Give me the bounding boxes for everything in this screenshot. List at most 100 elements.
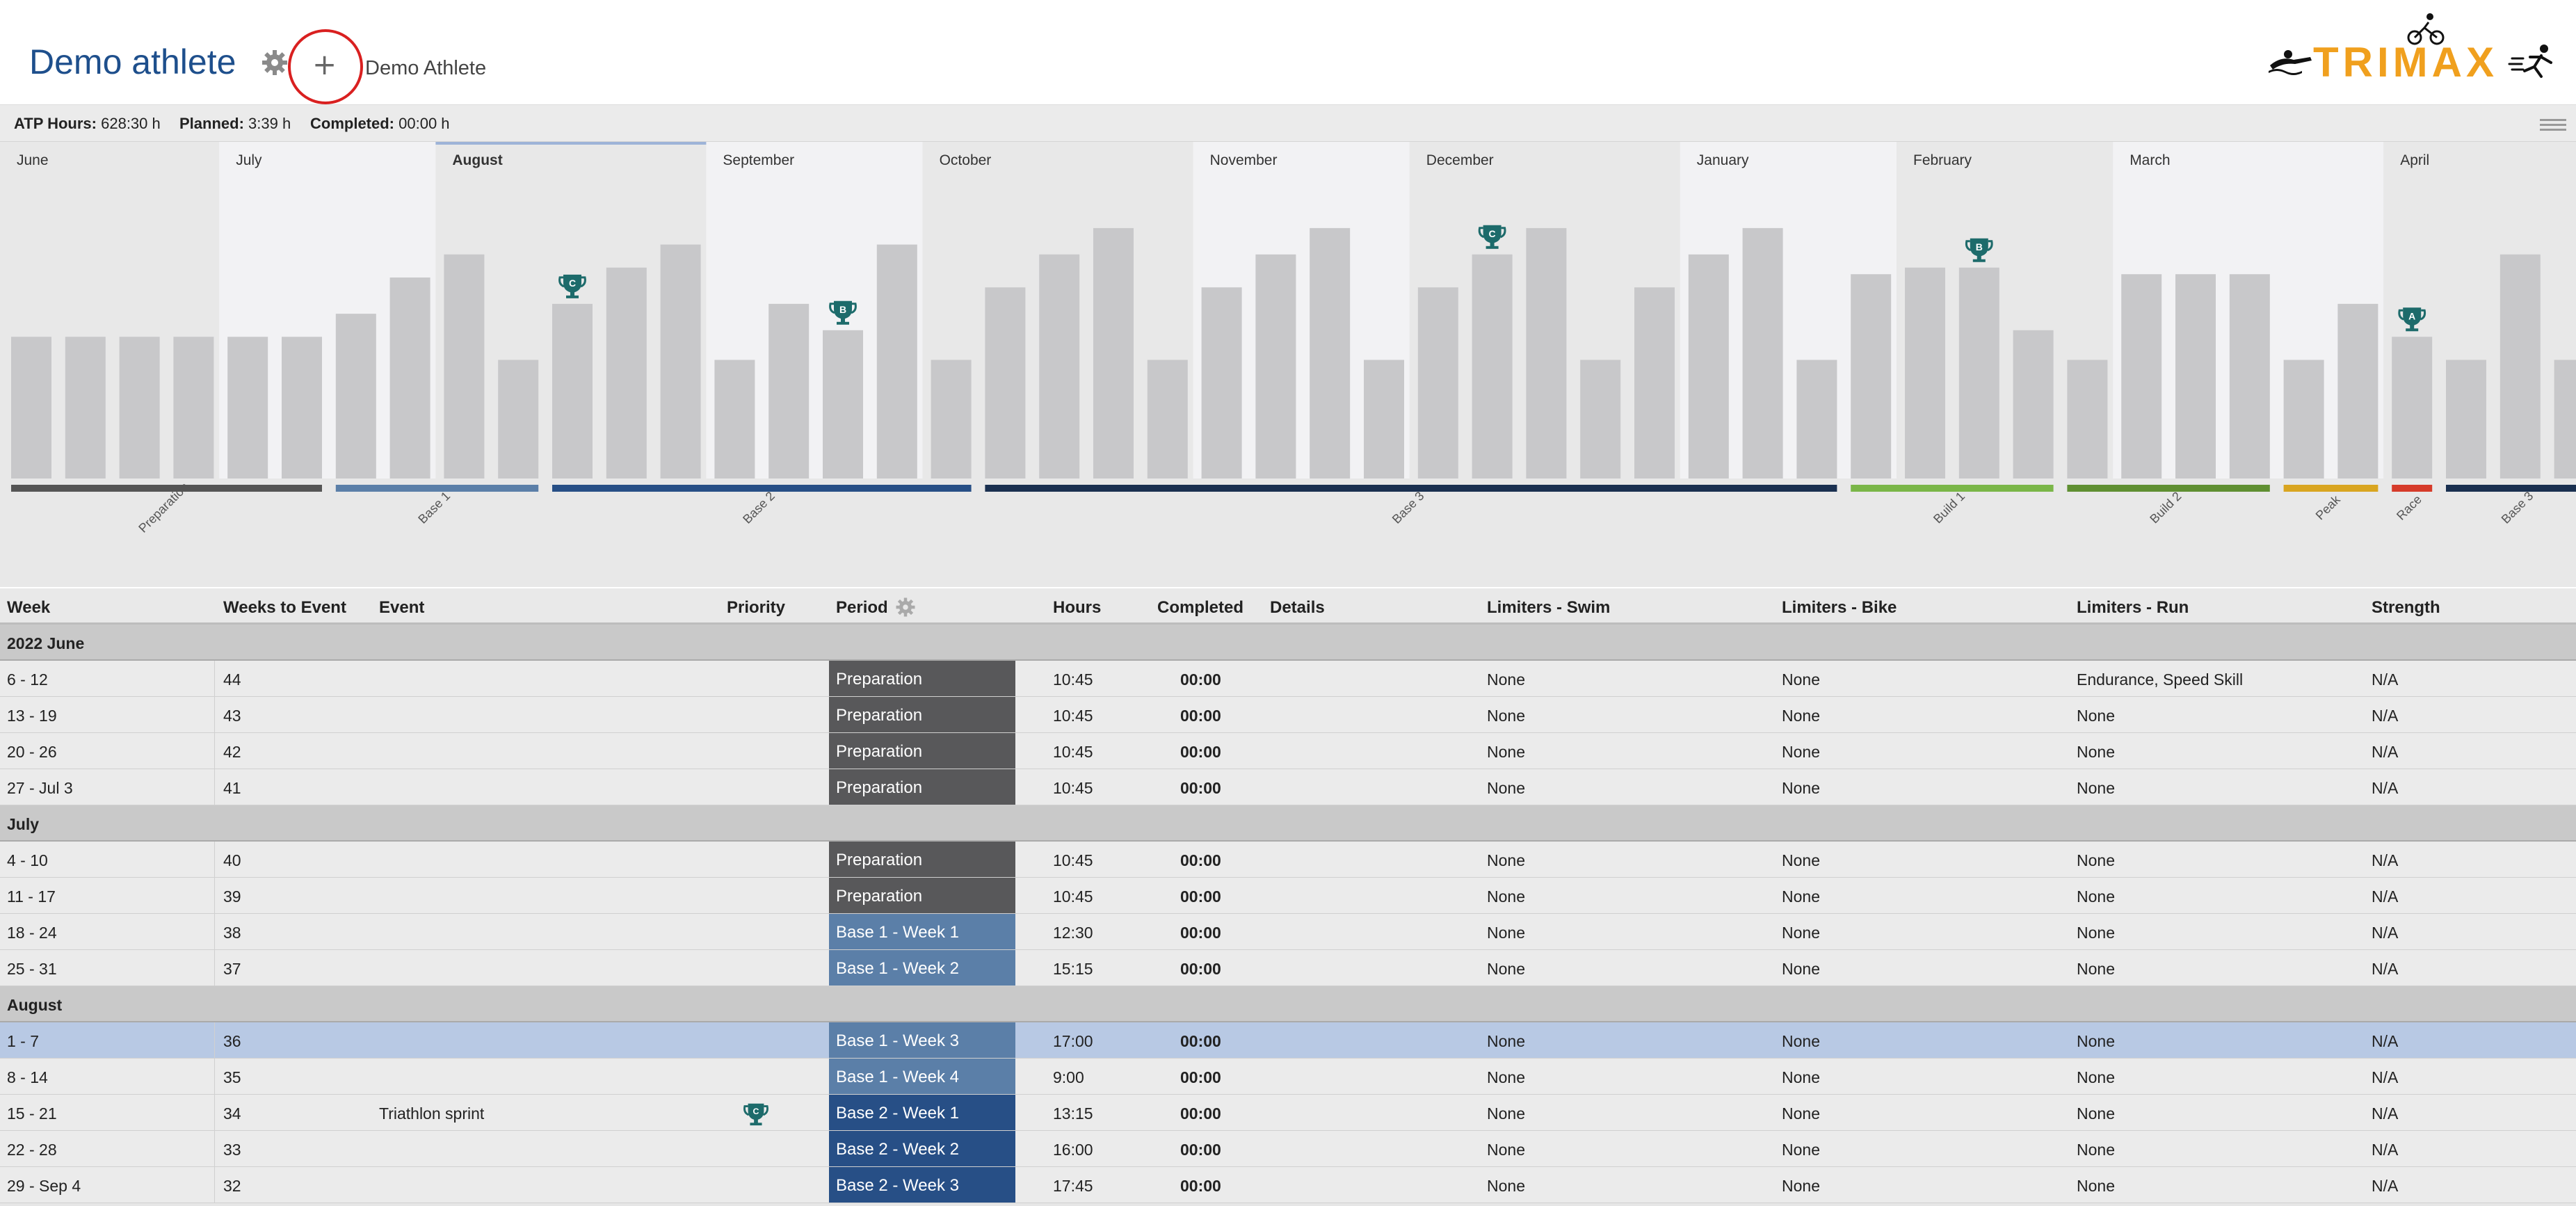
- table-row[interactable]: 18 - 24 38 12:30 00:00 None None None N/A Base 1…: [0, 914, 2576, 950]
- phase-band: [11, 485, 322, 492]
- gear-icon[interactable]: [895, 597, 916, 618]
- col-event[interactable]: Event: [379, 598, 425, 617]
- cell-hours: 17:45: [1053, 1177, 1093, 1195]
- volume-bar: [823, 330, 863, 479]
- table-row[interactable]: 20 - 26 42 10:45 00:00 None None None N/A Prepar…: [0, 733, 2576, 769]
- cell-swim: None: [1487, 960, 1525, 978]
- cell-hours: 10:45: [1053, 743, 1093, 761]
- col-limiters-swim[interactable]: Limiters - Swim: [1487, 598, 1611, 617]
- period-badge[interactable]: Base 1 - Week 1: [829, 914, 1015, 949]
- cell-week: 20 - 26: [7, 743, 57, 761]
- cell-week: 11 - 17: [7, 887, 56, 906]
- period-badge[interactable]: Base 1 - Week 2: [829, 950, 1015, 986]
- cell-run: None: [2077, 1068, 2115, 1086]
- cell-bike: None: [1782, 851, 1820, 869]
- cell-hours: 10:45: [1053, 707, 1093, 725]
- cell-wte: 41: [223, 779, 241, 797]
- cell-run: None: [2077, 743, 2115, 761]
- month-header-row[interactable]: July: [0, 805, 2576, 842]
- volume-bar: [2121, 274, 2162, 479]
- period-badge[interactable]: Base 2 - Week 1: [829, 1095, 1015, 1130]
- period-badge[interactable]: Base 1 - Week 4: [829, 1059, 1015, 1094]
- cell-event[interactable]: Triathlon sprint: [379, 1104, 485, 1123]
- volume-bar: [2499, 254, 2541, 479]
- cell-completed: 00:00: [1180, 779, 1221, 797]
- table-row[interactable]: 13 - 19 43 10:45 00:00 None None None N/A Prepar…: [0, 697, 2576, 733]
- table-row[interactable]: 8 - 14 35 9:00 00:00 None None None N/A Base 1 -…: [0, 1059, 2576, 1095]
- trophy-icon[interactable]: C: [1478, 225, 1506, 249]
- cell-week: 29 - Sep 4: [7, 1177, 81, 1195]
- col-priority[interactable]: Priority: [727, 598, 786, 617]
- col-weeks-to-event[interactable]: Weeks to Event: [223, 598, 346, 617]
- period-badge[interactable]: Base 1 - Week 3: [829, 1022, 1015, 1058]
- cell-strength: N/A: [2372, 1068, 2399, 1086]
- page-title: Demo athlete: [29, 42, 236, 81]
- cell-completed: 00:00: [1180, 707, 1221, 725]
- cell-divider: [214, 950, 215, 986]
- period-badge[interactable]: Preparation: [829, 878, 1015, 913]
- col-week[interactable]: Week: [7, 598, 51, 617]
- cell-bike: None: [1782, 1032, 1820, 1050]
- table-row[interactable]: 22 - 28 33 16:00 00:00 None None None N/A Base 2…: [0, 1131, 2576, 1167]
- period-badge[interactable]: Base 2 - Week 2: [829, 1131, 1015, 1166]
- col-period[interactable]: Period: [836, 598, 888, 617]
- cell-swim: None: [1487, 1177, 1525, 1195]
- period-badge[interactable]: Preparation: [829, 733, 1015, 769]
- cell-swim: None: [1487, 707, 1525, 725]
- cell-strength: N/A: [2372, 1032, 2399, 1050]
- menu-icon[interactable]: [2538, 115, 2568, 134]
- col-limiters-bike[interactable]: Limiters - Bike: [1782, 598, 1897, 617]
- month-header-row[interactable]: 2022 June: [0, 625, 2576, 661]
- gear-icon[interactable]: [261, 49, 289, 77]
- cell-hours: 16:00: [1053, 1141, 1093, 1159]
- month-header-row[interactable]: August: [0, 986, 2576, 1022]
- col-hours[interactable]: Hours: [1053, 598, 1102, 617]
- cell-hours: 15:15: [1053, 960, 1093, 978]
- period-badge[interactable]: Preparation: [829, 697, 1015, 732]
- table-row[interactable]: 29 - Sep 4 32 17:45 00:00 None None None N/A Bas…: [0, 1167, 2576, 1203]
- svg-text:C: C: [1489, 228, 1496, 239]
- cell-bike: None: [1782, 887, 1820, 906]
- period-badge[interactable]: Preparation: [829, 842, 1015, 877]
- table-row[interactable]: 15 - 21 34 Triathlon sprint 13:15 00:00 None N…: [0, 1095, 2576, 1131]
- cell-week: 15 - 21: [7, 1104, 57, 1123]
- trophy-icon[interactable]: A: [2398, 307, 2426, 332]
- volume-bar: [1796, 360, 1837, 479]
- month-label: September: [723, 152, 794, 168]
- trophy-icon[interactable]: B: [1965, 238, 1993, 262]
- volume-bar: [1472, 254, 1513, 479]
- col-limiters-run[interactable]: Limiters - Run: [2077, 598, 2189, 617]
- month-label: October: [940, 152, 992, 168]
- table-row[interactable]: 27 - Jul 3 41 10:45 00:00 None None None N/A Pre…: [0, 769, 2576, 805]
- col-details[interactable]: Details: [1270, 598, 1325, 617]
- athlete-name[interactable]: Demo Athlete: [365, 57, 487, 79]
- month-label: August: [7, 996, 63, 1014]
- volume-bar: [1851, 274, 1892, 479]
- volume-bar: [1526, 227, 1567, 479]
- trophy-icon[interactable]: C: [558, 274, 586, 298]
- month-label: April: [2400, 152, 2429, 168]
- add-icon[interactable]: +: [312, 47, 337, 81]
- svg-text:A: A: [2408, 310, 2415, 321]
- cell-hours: 10:45: [1053, 779, 1093, 797]
- table-row[interactable]: 11 - 17 39 10:45 00:00 None None None N/A Prepar…: [0, 878, 2576, 914]
- col-strength[interactable]: Strength: [2372, 598, 2440, 617]
- volume-bar: [1201, 287, 1242, 479]
- col-completed[interactable]: Completed: [1157, 598, 1244, 617]
- period-badge[interactable]: Base 2 - Week 3: [829, 1167, 1015, 1203]
- training-plan-table: Week Weeks to Event Event Priority Perio…: [0, 588, 2576, 1206]
- month-label: 2022 June: [7, 634, 85, 652]
- period-badge[interactable]: Preparation: [829, 769, 1015, 805]
- add-button-highlight[interactable]: [288, 29, 363, 104]
- table-row[interactable]: 25 - 31 37 15:15 00:00 None None None N/A Base 1…: [0, 950, 2576, 986]
- volume-bar: [335, 314, 376, 479]
- period-badge[interactable]: Preparation: [829, 661, 1015, 696]
- volume-bar: [2067, 360, 2108, 479]
- cell-bike: None: [1782, 960, 1820, 978]
- trophy-icon[interactable]: C: [743, 1100, 769, 1127]
- table-header: Week Weeks to Event Event Priority Perio…: [0, 588, 2576, 625]
- trophy-icon[interactable]: B: [829, 300, 857, 325]
- table-row[interactable]: 4 - 10 40 10:45 00:00 None None None N/A Prepara…: [0, 842, 2576, 878]
- table-row[interactable]: 6 - 12 44 10:45 00:00 None None Endurance, Spe…: [0, 661, 2576, 697]
- table-row[interactable]: 1 - 7 36 17:00 00:00 None None None N/A Base 1 -…: [0, 1022, 2576, 1059]
